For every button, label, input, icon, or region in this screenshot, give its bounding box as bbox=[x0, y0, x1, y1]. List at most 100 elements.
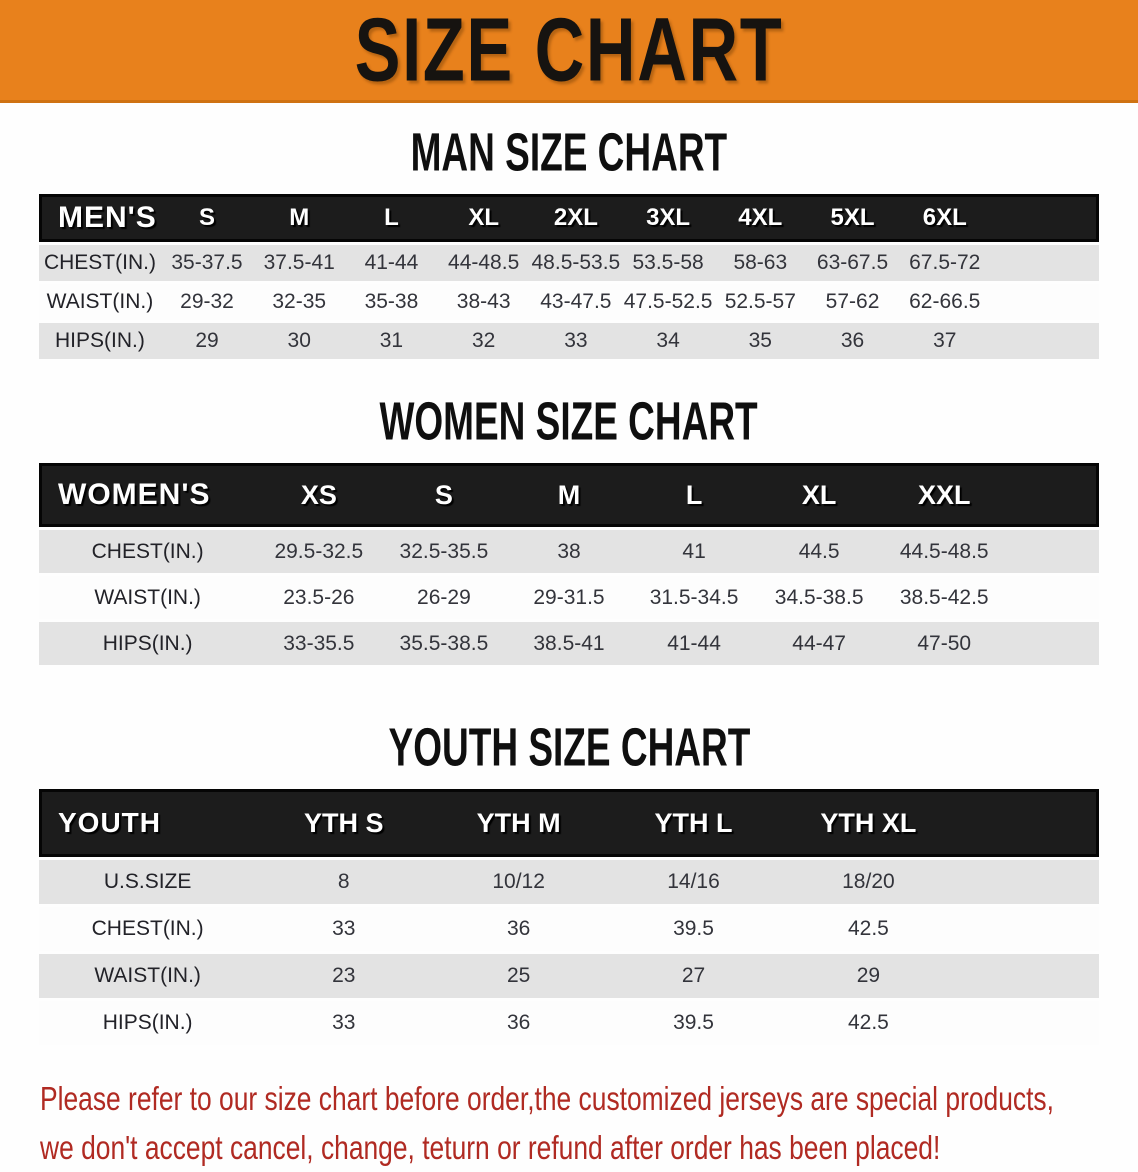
size-value-cell: 67.5-72 bbox=[898, 245, 991, 281]
column-header: YTH L bbox=[606, 789, 781, 857]
row-label: U.S.SIZE bbox=[39, 860, 257, 904]
banner-title: SIZE CHART bbox=[354, 0, 784, 100]
row-spacer-cell bbox=[1006, 530, 1099, 573]
disclaimer-line-1: Please refer to our size chart before or… bbox=[40, 1080, 1054, 1117]
size-value-cell: 38.5-42.5 bbox=[881, 576, 1007, 619]
size-value-cell: 8 bbox=[256, 860, 432, 904]
size-value-cell: 32.5-35.5 bbox=[381, 530, 507, 573]
column-header: 6XL bbox=[898, 194, 991, 242]
disclaimer-line-2: we don't accept cancel, change, teturn o… bbox=[40, 1129, 941, 1166]
size-value-cell: 31 bbox=[345, 323, 438, 359]
size-value-cell: 35 bbox=[714, 323, 807, 359]
table-row: U.S.SIZE 8 10/12 14/16 18/20 bbox=[39, 860, 1099, 904]
size-value-cell: 35-37.5 bbox=[160, 245, 254, 281]
size-value-cell: 37.5-41 bbox=[253, 245, 346, 281]
row-label: CHEST(IN.) bbox=[39, 907, 257, 951]
column-header: YTH XL bbox=[780, 789, 956, 857]
row-label: HIPS(IN.) bbox=[39, 622, 257, 665]
size-value-cell: 29 bbox=[780, 954, 956, 998]
size-value-cell: 23 bbox=[256, 954, 432, 998]
size-value-cell: 52.5-57 bbox=[714, 284, 807, 320]
table-row: CHEST(IN.) 35-37.5 37.5-41 41-44 44-48.5 48.5… bbox=[39, 245, 1099, 281]
section-heading-man: MAN SIZE CHART bbox=[0, 121, 1138, 183]
size-value-cell: 33 bbox=[256, 1001, 432, 1045]
header-row: YOUTH YTH S YTH M YTH L YTH XL bbox=[39, 789, 1099, 857]
table-corner-label: WOMEN'S bbox=[39, 463, 257, 527]
row-spacer-cell bbox=[1006, 622, 1099, 665]
size-value-cell: 32 bbox=[437, 323, 530, 359]
size-value-cell: 29-32 bbox=[160, 284, 254, 320]
table-row: WAIST(IN.) 23.5-26 26-29 29-31.5 31.5-34.5 34… bbox=[39, 576, 1099, 619]
column-header: XS bbox=[256, 463, 382, 527]
row-label: HIPS(IN.) bbox=[39, 323, 161, 359]
column-header: M bbox=[506, 463, 632, 527]
size-value-cell: 29-31.5 bbox=[506, 576, 632, 619]
column-header: 5XL bbox=[806, 194, 899, 242]
column-header: S bbox=[381, 463, 507, 527]
size-value-cell: 23.5-26 bbox=[256, 576, 382, 619]
column-header: 2XL bbox=[529, 194, 622, 242]
size-value-cell: 41 bbox=[631, 530, 757, 573]
table-corner-label: MEN'S bbox=[39, 194, 161, 242]
header-spacer-cell bbox=[990, 194, 1099, 242]
row-label: CHEST(IN.) bbox=[39, 245, 161, 281]
header-row: WOMEN'S XS S M L XL XXL bbox=[39, 463, 1099, 527]
size-value-cell: 58-63 bbox=[714, 245, 807, 281]
size-value-cell: 33 bbox=[529, 323, 622, 359]
size-value-cell: 41-44 bbox=[631, 622, 757, 665]
size-value-cell: 63-67.5 bbox=[806, 245, 899, 281]
column-header: YTH M bbox=[431, 789, 607, 857]
column-header: M bbox=[253, 194, 346, 242]
table-row: HIPS(IN.) 33-35.5 35.5-38.5 38.5-41 41-44 44-… bbox=[39, 622, 1099, 665]
size-value-cell: 38 bbox=[506, 530, 632, 573]
size-value-cell: 38.5-41 bbox=[506, 622, 632, 665]
size-value-cell: 31.5-34.5 bbox=[631, 576, 757, 619]
row-label: CHEST(IN.) bbox=[39, 530, 257, 573]
row-spacer-cell bbox=[990, 323, 1099, 359]
table-row: WAIST(IN.) 29-32 32-35 35-38 38-43 43-47.5 47.… bbox=[39, 284, 1099, 320]
size-value-cell: 30 bbox=[253, 323, 346, 359]
size-value-cell: 38-43 bbox=[437, 284, 530, 320]
header-spacer-cell bbox=[955, 789, 1099, 857]
size-value-cell: 29.5-32.5 bbox=[256, 530, 382, 573]
header-spacer-cell bbox=[1006, 463, 1099, 527]
size-value-cell: 44-48.5 bbox=[437, 245, 530, 281]
size-value-cell: 53.5-58 bbox=[621, 245, 715, 281]
section-heading-women-text: WOMEN SIZE CHART bbox=[379, 390, 759, 452]
size-value-cell: 39.5 bbox=[606, 1001, 781, 1045]
row-spacer-cell bbox=[1006, 576, 1099, 619]
disclaimer: Please refer to our size chart before or… bbox=[0, 1074, 1138, 1172]
size-value-cell: 35.5-38.5 bbox=[381, 622, 507, 665]
size-value-cell: 26-29 bbox=[381, 576, 507, 619]
table-row: WAIST(IN.) 23 25 27 29 bbox=[39, 954, 1099, 998]
size-value-cell: 57-62 bbox=[806, 284, 899, 320]
table-corner-label: YOUTH bbox=[39, 789, 257, 857]
column-header: XXL bbox=[881, 463, 1007, 527]
size-value-cell: 10/12 bbox=[431, 860, 607, 904]
column-header: 4XL bbox=[714, 194, 807, 242]
women-size-table: WOMEN'S XS S M L XL XXL CHEST(IN.) 29.5-32.5 32.5… bbox=[39, 460, 1099, 668]
column-header: S bbox=[160, 194, 254, 242]
column-header: YTH S bbox=[256, 789, 432, 857]
size-value-cell: 47-50 bbox=[881, 622, 1007, 665]
table-row: HIPS(IN.) 29 30 31 32 33 34 35 36 37 bbox=[39, 323, 1099, 359]
size-value-cell: 34.5-38.5 bbox=[756, 576, 882, 619]
size-value-cell: 44-47 bbox=[756, 622, 882, 665]
row-spacer-cell bbox=[990, 245, 1099, 281]
size-value-cell: 44.5-48.5 bbox=[881, 530, 1007, 573]
section-heading-youth: YOUTH SIZE CHART bbox=[0, 718, 1138, 776]
youth-size-table: YOUTH YTH S YTH M YTH L YTH XL U.S.SIZE 8 10/12… bbox=[39, 786, 1099, 1048]
column-header: XL bbox=[756, 463, 882, 527]
row-label: WAIST(IN.) bbox=[39, 576, 257, 619]
column-header: L bbox=[345, 194, 438, 242]
size-value-cell: 33 bbox=[256, 907, 432, 951]
row-spacer-cell bbox=[955, 860, 1099, 904]
row-label: HIPS(IN.) bbox=[39, 1001, 257, 1045]
table-row: HIPS(IN.) 33 36 39.5 42.5 bbox=[39, 1001, 1099, 1045]
section-heading-man-text: MAN SIZE CHART bbox=[410, 121, 728, 183]
size-value-cell: 41-44 bbox=[345, 245, 438, 281]
size-value-cell: 36 bbox=[431, 907, 607, 951]
size-value-cell: 34 bbox=[621, 323, 715, 359]
section-heading-women: WOMEN SIZE CHART bbox=[0, 390, 1138, 452]
table-row: CHEST(IN.) 33 36 39.5 42.5 bbox=[39, 907, 1099, 951]
